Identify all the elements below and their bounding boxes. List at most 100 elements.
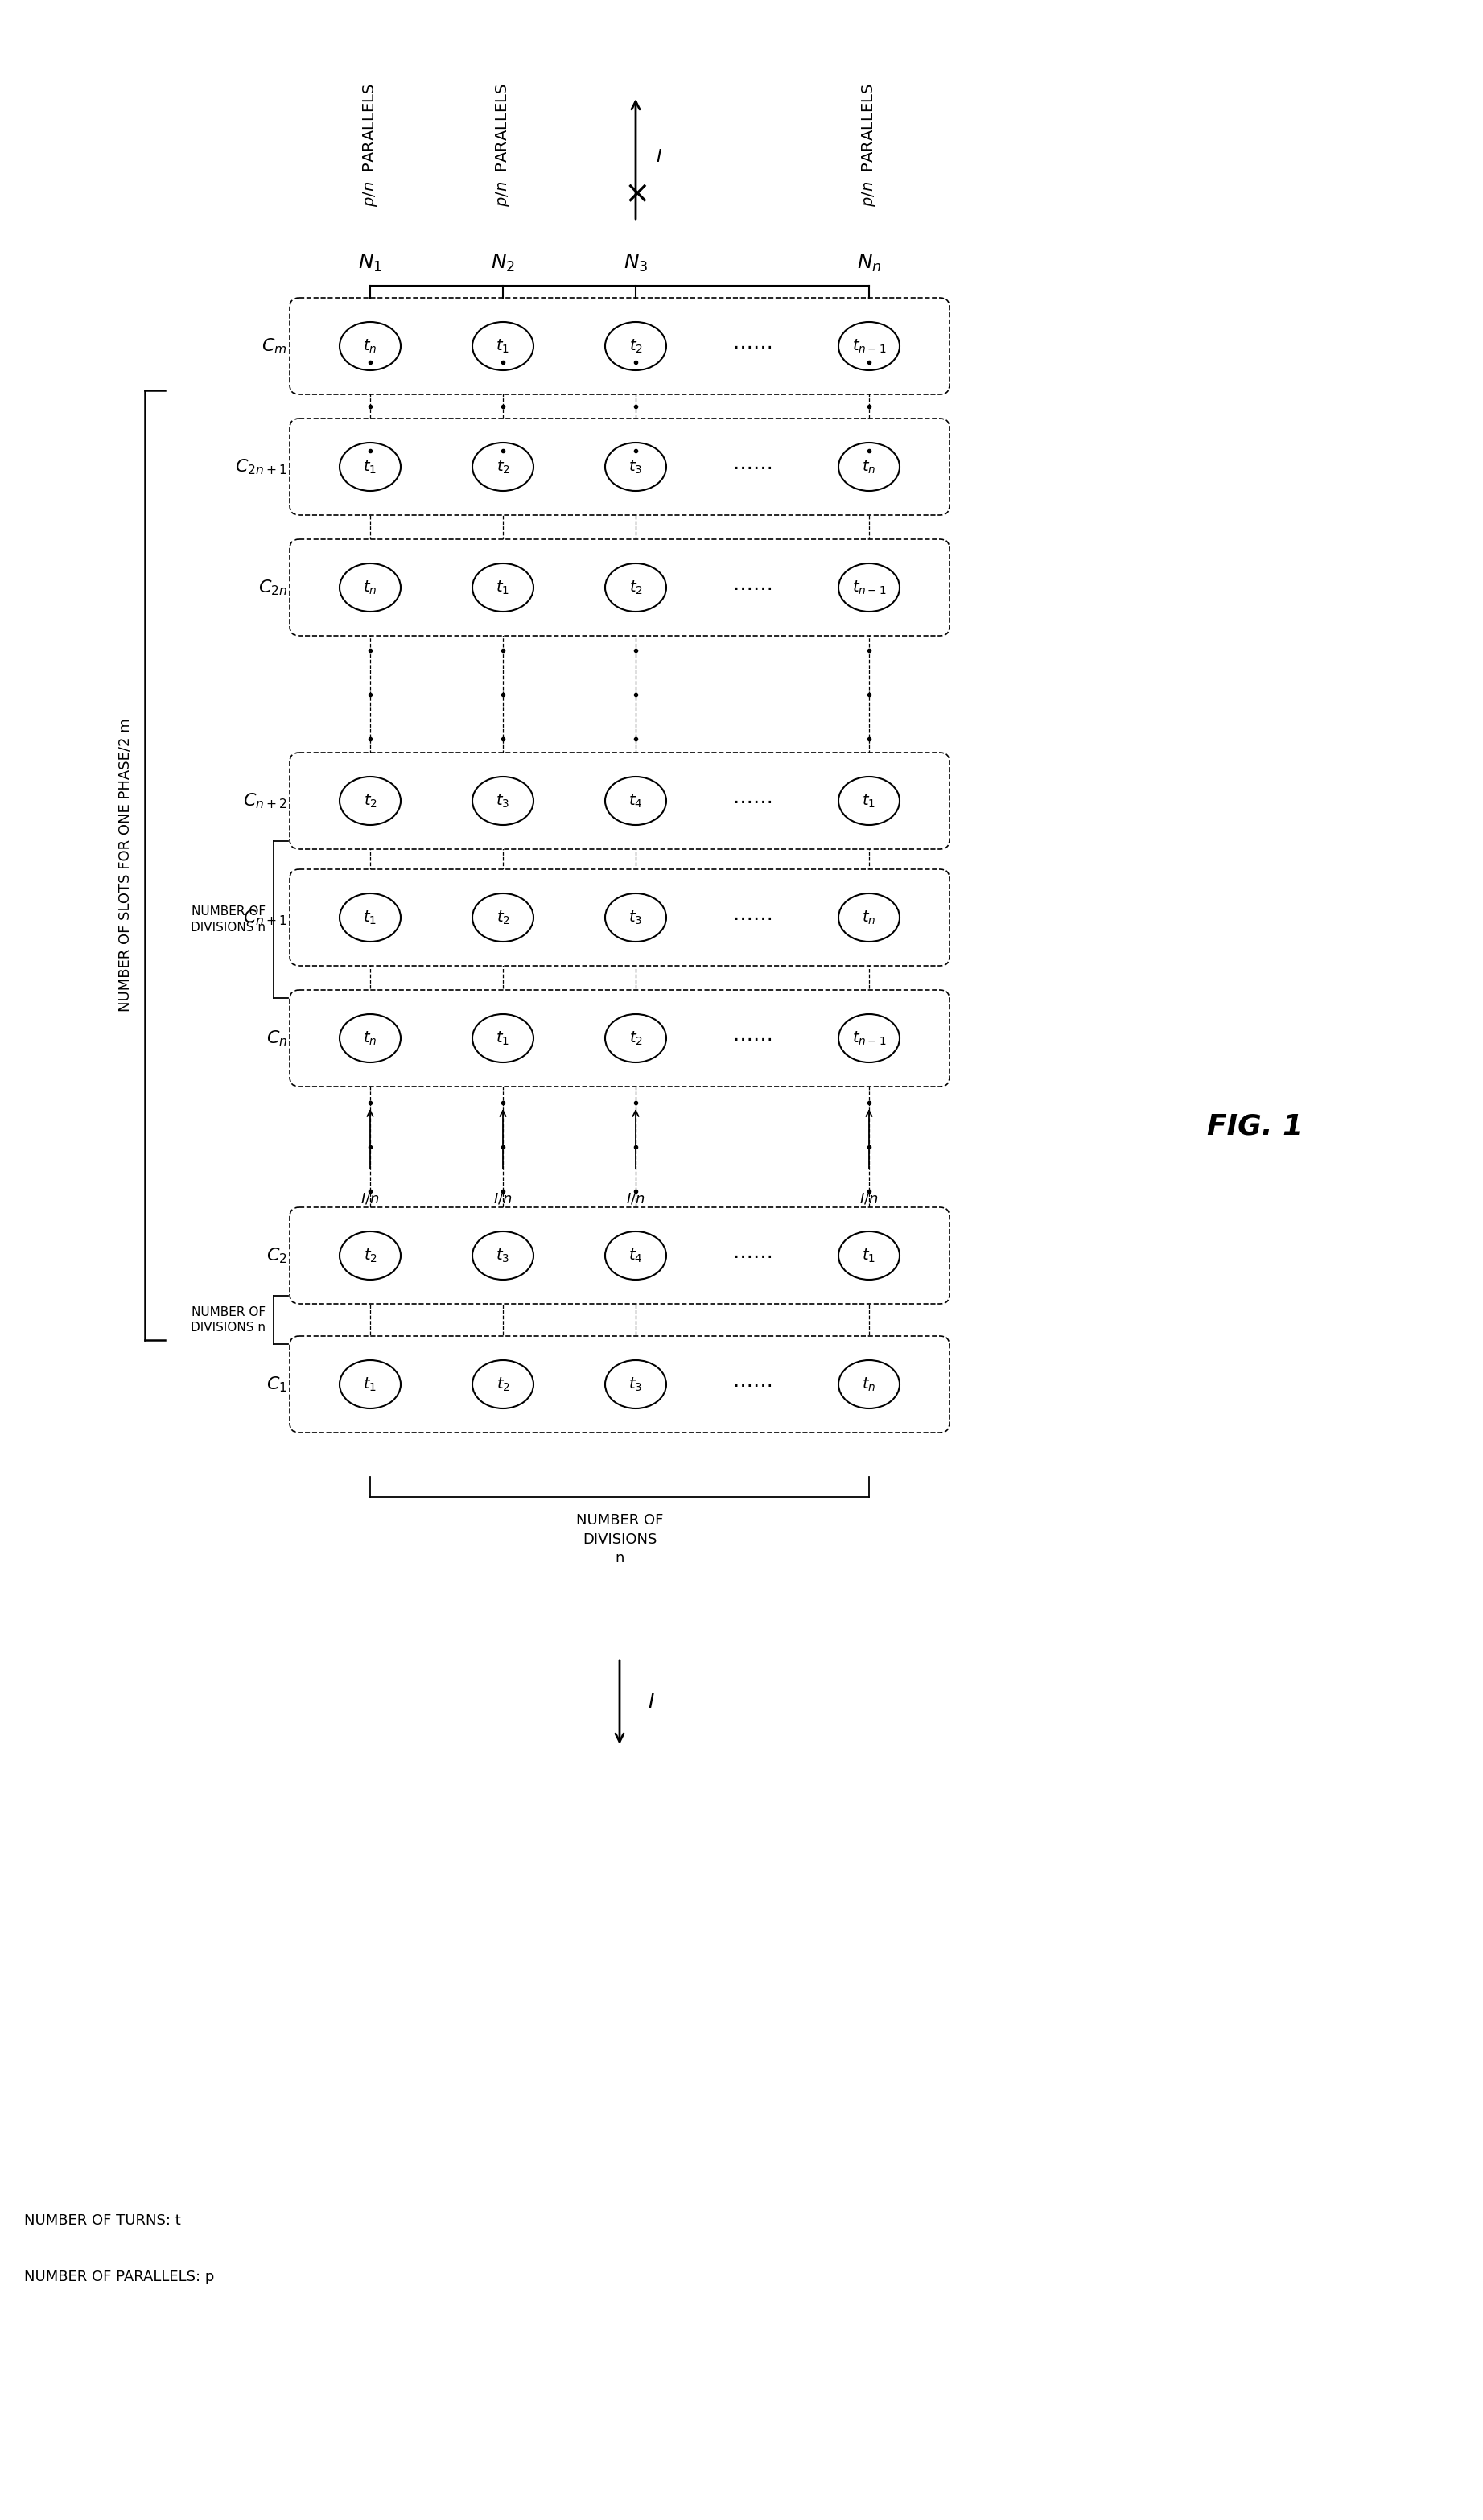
- Text: $I$: $I$: [648, 1693, 655, 1711]
- Text: NUMBER OF
DIVISIONS
n: NUMBER OF DIVISIONS n: [575, 1512, 663, 1565]
- Ellipse shape: [838, 564, 900, 612]
- Text: $C_{n}$: $C_{n}$: [265, 1028, 288, 1048]
- Text: $t_1$: $t_1$: [862, 1247, 876, 1265]
- Ellipse shape: [605, 323, 666, 370]
- Text: $t_1$: $t_1$: [497, 338, 510, 355]
- Text: $C_{2n}$: $C_{2n}$: [258, 577, 288, 597]
- Text: $t_2$: $t_2$: [629, 338, 642, 355]
- Ellipse shape: [605, 1232, 666, 1280]
- Ellipse shape: [340, 323, 400, 370]
- Ellipse shape: [473, 895, 534, 942]
- Text: $I/n$: $I/n$: [860, 1192, 878, 1205]
- Ellipse shape: [838, 895, 900, 942]
- Text: $t_2$: $t_2$: [497, 910, 510, 927]
- Text: NUMBER OF TURNS: t: NUMBER OF TURNS: t: [24, 2213, 181, 2228]
- Ellipse shape: [473, 1232, 534, 1280]
- Text: $t_2$: $t_2$: [497, 1376, 510, 1394]
- Text: $t_3$: $t_3$: [629, 910, 642, 927]
- Ellipse shape: [340, 1232, 400, 1280]
- Ellipse shape: [340, 1361, 400, 1409]
- Ellipse shape: [340, 564, 400, 612]
- Text: $\times$: $\times$: [624, 179, 648, 209]
- Text: $t_{n-1}$: $t_{n-1}$: [851, 580, 887, 597]
- Text: $C_{1}$: $C_{1}$: [267, 1376, 288, 1394]
- Text: $t_n$: $t_n$: [862, 1376, 876, 1394]
- Text: NUMBER OF
DIVISIONS n: NUMBER OF DIVISIONS n: [191, 1305, 265, 1333]
- Text: $N_3$: $N_3$: [623, 252, 648, 275]
- Text: $t_3$: $t_3$: [495, 1247, 510, 1265]
- Text: $t_2$: $t_2$: [629, 1031, 642, 1046]
- Text: $t_3$: $t_3$: [495, 791, 510, 809]
- Ellipse shape: [838, 1361, 900, 1409]
- Text: $t_{n-1}$: $t_{n-1}$: [851, 338, 887, 355]
- Text: $t_2$: $t_2$: [629, 580, 642, 597]
- Ellipse shape: [473, 776, 534, 824]
- Text: $C_{2n+1}$: $C_{2n+1}$: [236, 456, 288, 476]
- Ellipse shape: [838, 1232, 900, 1280]
- Ellipse shape: [605, 776, 666, 824]
- Text: $\cdots\cdots$: $\cdots\cdots$: [733, 456, 773, 476]
- Text: $t_1$: $t_1$: [497, 580, 510, 597]
- Text: $t_3$: $t_3$: [629, 459, 642, 476]
- Text: $t_1$: $t_1$: [363, 1376, 377, 1394]
- Text: $\cdots\cdots$: $\cdots\cdots$: [733, 1245, 773, 1265]
- Ellipse shape: [605, 895, 666, 942]
- Text: $N_2$: $N_2$: [491, 252, 515, 275]
- FancyBboxPatch shape: [289, 990, 949, 1086]
- Ellipse shape: [838, 776, 900, 824]
- Text: $I/n$: $I/n$: [360, 1192, 380, 1205]
- Ellipse shape: [473, 1361, 534, 1409]
- Text: $N_n$: $N_n$: [857, 252, 881, 275]
- Text: $p/n$  PARALLELS: $p/n$ PARALLELS: [860, 83, 878, 207]
- Text: $t_2$: $t_2$: [363, 1247, 377, 1265]
- Text: $t_2$: $t_2$: [363, 791, 377, 809]
- Ellipse shape: [340, 895, 400, 942]
- FancyBboxPatch shape: [289, 753, 949, 849]
- Text: $t_1$: $t_1$: [363, 459, 377, 476]
- Text: FIG. 1: FIG. 1: [1207, 1114, 1304, 1142]
- Text: $t_{n-1}$: $t_{n-1}$: [851, 1031, 887, 1046]
- Text: $t_4$: $t_4$: [629, 1247, 642, 1265]
- Text: $\cdots\cdots$: $\cdots\cdots$: [733, 791, 773, 811]
- Text: $p/n$  PARALLELS: $p/n$ PARALLELS: [494, 83, 512, 207]
- FancyBboxPatch shape: [289, 418, 949, 514]
- Text: $\cdots\cdots$: $\cdots\cdots$: [733, 338, 773, 355]
- Text: $t_1$: $t_1$: [363, 910, 377, 927]
- Text: $C_{2}$: $C_{2}$: [267, 1245, 288, 1265]
- FancyBboxPatch shape: [289, 869, 949, 965]
- FancyBboxPatch shape: [289, 1207, 949, 1303]
- Text: $C_{m}$: $C_{m}$: [262, 338, 288, 355]
- Text: $t_4$: $t_4$: [629, 791, 642, 809]
- Ellipse shape: [473, 444, 534, 491]
- Text: $\cdots\cdots$: $\cdots\cdots$: [733, 1028, 773, 1048]
- Ellipse shape: [473, 564, 534, 612]
- Text: $t_n$: $t_n$: [363, 338, 377, 355]
- Ellipse shape: [838, 323, 900, 370]
- Text: $\cdots\cdots$: $\cdots\cdots$: [733, 1376, 773, 1394]
- Text: $p/n$  PARALLELS: $p/n$ PARALLELS: [362, 83, 380, 207]
- Ellipse shape: [605, 1361, 666, 1409]
- Text: NUMBER OF PARALLELS: p: NUMBER OF PARALLELS: p: [24, 2271, 215, 2283]
- Ellipse shape: [473, 323, 534, 370]
- Text: $\cdots\cdots$: $\cdots\cdots$: [733, 577, 773, 597]
- Text: NUMBER OF
DIVISIONS n: NUMBER OF DIVISIONS n: [191, 905, 265, 932]
- Text: $t_2$: $t_2$: [497, 459, 510, 476]
- FancyBboxPatch shape: [289, 297, 949, 393]
- Text: $I/n$: $I/n$: [626, 1192, 645, 1205]
- Ellipse shape: [473, 1013, 534, 1063]
- Text: $t_1$: $t_1$: [862, 791, 876, 809]
- Text: $t_1$: $t_1$: [497, 1031, 510, 1046]
- Text: $t_n$: $t_n$: [363, 1031, 377, 1046]
- Text: $C_{n+2}$: $C_{n+2}$: [243, 791, 288, 811]
- FancyBboxPatch shape: [289, 1336, 949, 1434]
- Ellipse shape: [605, 564, 666, 612]
- Ellipse shape: [340, 444, 400, 491]
- Text: $I/n$: $I/n$: [494, 1192, 513, 1205]
- Text: $t_n$: $t_n$: [862, 910, 876, 927]
- Text: NUMBER OF SLOTS FOR ONE PHASE/2 m: NUMBER OF SLOTS FOR ONE PHASE/2 m: [119, 718, 133, 1013]
- Text: $t_3$: $t_3$: [629, 1376, 642, 1394]
- Text: $I$: $I$: [655, 149, 663, 164]
- Ellipse shape: [838, 444, 900, 491]
- Ellipse shape: [605, 444, 666, 491]
- Text: $C_{n+1}$: $C_{n+1}$: [243, 907, 288, 927]
